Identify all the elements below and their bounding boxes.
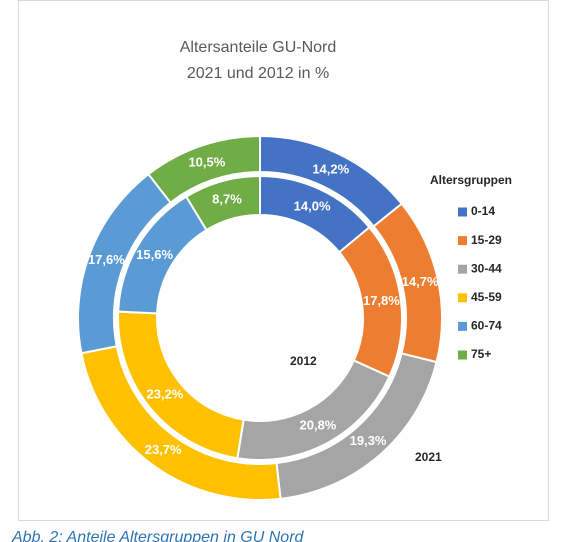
segment	[147, 134, 261, 205]
legend-swatch	[458, 350, 467, 360]
data-label: 8,7%	[212, 191, 242, 206]
data-label: 23,7%	[145, 442, 182, 457]
caption: Abb. 2: Anteile Altersgruppen in GU Nord	[11, 529, 305, 542]
legend-label: 0-14	[471, 204, 495, 218]
data-label: 14,0%	[294, 199, 331, 214]
data-label: 14,7%	[402, 274, 439, 289]
data-label: 10,5%	[188, 154, 225, 169]
chart-title: 2021 und 2012 in %	[187, 65, 329, 82]
legend-title: Altersgruppen	[430, 173, 512, 187]
legend-label: 30-44	[471, 261, 502, 275]
data-label: 19,3%	[350, 433, 387, 448]
chart-title: Altersanteile GU-Nord	[180, 39, 337, 56]
segment	[184, 174, 261, 232]
legend-label: 45-59	[471, 290, 502, 304]
legend-swatch	[458, 264, 467, 274]
ring-label: 2021	[415, 450, 442, 464]
legend-swatch	[458, 236, 467, 246]
ring-label: 2012	[290, 354, 317, 368]
legend-swatch	[458, 207, 467, 217]
legend-label: 15-29	[471, 233, 502, 247]
legend-label: 75+	[471, 347, 491, 361]
data-label: 23,2%	[147, 387, 184, 402]
data-label: 17,6%	[88, 252, 125, 267]
legend-label: 60-74	[471, 319, 502, 333]
data-label: 14,2%	[312, 161, 349, 176]
legend-swatch	[458, 321, 467, 331]
data-label: 15,6%	[136, 247, 173, 262]
data-label: 17,8%	[363, 293, 400, 308]
data-label: 20,8%	[300, 417, 337, 432]
legend-swatch	[458, 293, 467, 303]
